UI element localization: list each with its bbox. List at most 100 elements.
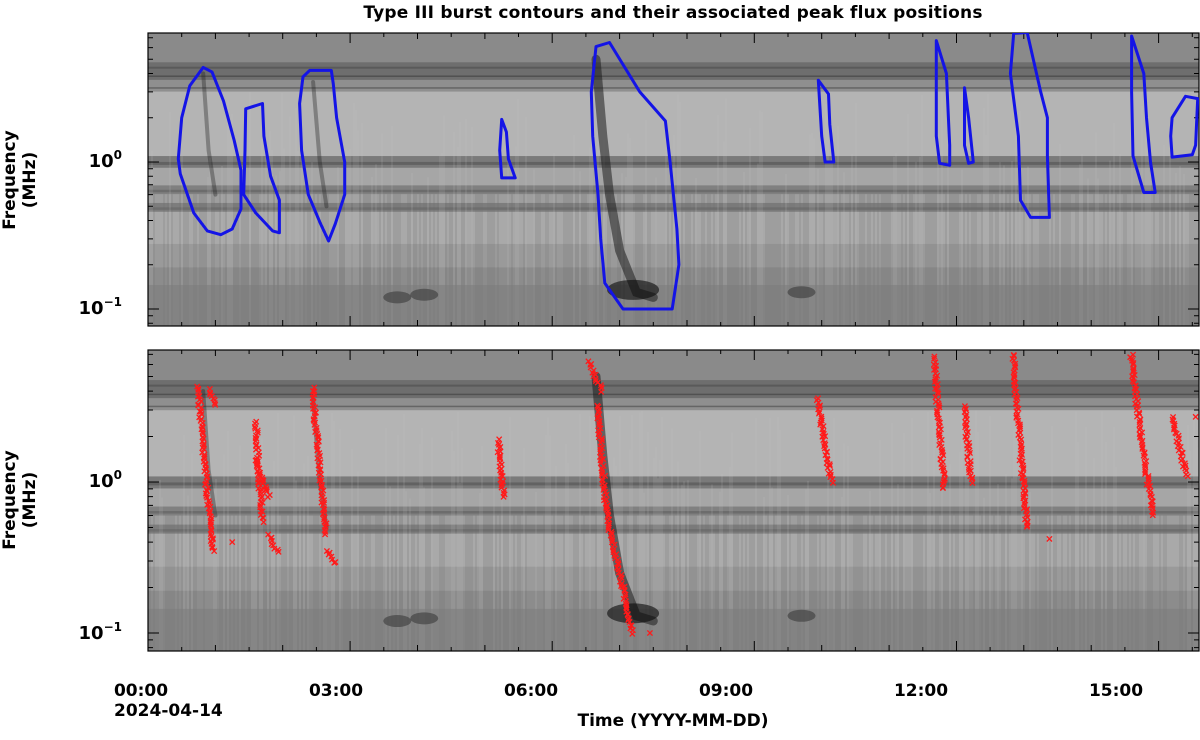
- peak-flux-marker: [1130, 368, 1137, 375]
- ytick-exponent: −1: [103, 295, 122, 309]
- peak-flux-marker: [1021, 477, 1028, 484]
- peak-flux-marker: [209, 544, 216, 551]
- peak-flux-marker: [229, 539, 236, 546]
- peak-flux-marker: [829, 479, 837, 486]
- peak-flux-marker: [938, 436, 945, 443]
- peak-flux-marker: [941, 470, 948, 477]
- peak-flux-marker: [626, 618, 633, 626]
- xtick-0300: 03:00: [308, 681, 364, 701]
- burst-emission: [311, 80, 329, 209]
- peak-flux-marker: [260, 519, 267, 526]
- peak-flux-marker: [1046, 535, 1053, 542]
- peak-flux-marker: [311, 421, 318, 428]
- peak-flux-marker: [313, 424, 320, 431]
- tick-marks: [147, 350, 1199, 651]
- peak-flux-marker: [199, 428, 206, 435]
- peak-flux-marker: [964, 459, 971, 466]
- burst-contour: [176, 65, 243, 237]
- frequency-band: [148, 91, 1199, 157]
- peak-flux-marker: [621, 586, 628, 593]
- peak-flux-marker: [254, 427, 261, 434]
- rfi-line: [148, 529, 1199, 532]
- burst-contour: [498, 117, 517, 180]
- peak-flux-marker: [1171, 424, 1178, 431]
- peak-flux-marker: [615, 559, 622, 567]
- rfi-line: [148, 393, 1199, 396]
- peak-flux-marker: [826, 461, 833, 468]
- peak-flux-marker: [1130, 379, 1138, 386]
- peak-flux-marker: [1130, 367, 1137, 374]
- peak-flux-marker: [821, 445, 828, 452]
- peak-flux-marker: [940, 452, 947, 459]
- rfi-line: [148, 161, 1199, 165]
- rfi-line: [148, 511, 1199, 514]
- peak-flux-marker: [200, 441, 207, 448]
- burst-intensity-core: [607, 603, 660, 624]
- peak-flux-marker: [615, 561, 622, 568]
- peak-flux-marker: [1141, 454, 1148, 461]
- peak-flux-marker: [200, 445, 208, 453]
- peak-flux-marker: [194, 393, 202, 400]
- peak-flux-marker: [323, 547, 330, 555]
- peak-flux-marker: [939, 484, 946, 492]
- peak-flux-marker: [496, 445, 503, 452]
- burst-contour: [816, 78, 836, 164]
- peak-flux-marker: [1192, 413, 1199, 420]
- peak-flux-marker: [963, 420, 970, 427]
- peak-flux-marker: [264, 493, 271, 501]
- dark-patch: [787, 286, 816, 299]
- peak-flux-marker: [206, 389, 214, 396]
- peak-flux-marker: [201, 453, 208, 460]
- burst-contour: [934, 39, 952, 167]
- peak-flux-marker: [202, 464, 209, 472]
- peak-flux-marker: [969, 479, 976, 487]
- frequency-band: [148, 398, 1199, 411]
- peak-flux-marker: [1021, 499, 1028, 506]
- top-ytick-1e0: 100: [52, 148, 122, 172]
- peak-flux-marker: [207, 521, 214, 528]
- peak-flux-markers: [194, 351, 1199, 637]
- peak-flux-marker: [322, 531, 329, 538]
- peak-flux-marker: [624, 611, 631, 618]
- spectrogram-image: [148, 350, 1199, 651]
- peak-flux-marker: [1010, 352, 1018, 359]
- peak-flux-marker: [1175, 439, 1182, 446]
- frequency-band: [148, 380, 1199, 399]
- peak-flux-marker: [967, 461, 974, 468]
- panel-frame: [147, 32, 1200, 327]
- ytick-exponent: 0: [113, 148, 122, 162]
- peak-flux-marker: [1136, 409, 1143, 416]
- burst-contour: [1008, 33, 1051, 219]
- peak-flux-marker: [1136, 434, 1144, 441]
- peak-flux-marker: [969, 474, 976, 481]
- bottom-ytick-1e-1: 10−1: [52, 620, 122, 644]
- peak-flux-marker: [206, 508, 213, 515]
- bottom-ylabel: Frequency (MHz): [0, 385, 40, 615]
- burst-contour: [298, 68, 347, 243]
- burst-contours: [176, 33, 1199, 311]
- peak-flux-marker: [1142, 461, 1149, 468]
- peak-flux-marker: [824, 464, 831, 471]
- peak-flux-marker: [592, 376, 599, 383]
- peak-flux-marker: [933, 409, 941, 416]
- ytick-base: 10: [88, 471, 114, 492]
- frequency-band: [148, 33, 1199, 63]
- burst-intensity-core: [607, 279, 660, 300]
- peak-flux-marker: [259, 508, 266, 515]
- peak-flux-marker: [934, 389, 941, 396]
- peak-flux-marker: [310, 416, 317, 423]
- ytick-base: 10: [88, 151, 114, 172]
- peak-flux-marker: [609, 537, 616, 544]
- peak-flux-marker: [1179, 449, 1186, 457]
- peak-flux-marker: [931, 355, 938, 362]
- peak-flux-marker: [931, 353, 938, 360]
- burst-contour: [1169, 94, 1199, 159]
- peak-flux-marker: [331, 559, 338, 566]
- frequency-band: [148, 410, 1199, 477]
- rfi-line: [148, 405, 1199, 408]
- rfi-line: [148, 66, 1199, 69]
- peak-flux-marker: [499, 473, 506, 480]
- rfi-line: [148, 482, 1199, 486]
- peak-flux-marker: [328, 556, 336, 563]
- peak-flux-marker: [310, 405, 317, 412]
